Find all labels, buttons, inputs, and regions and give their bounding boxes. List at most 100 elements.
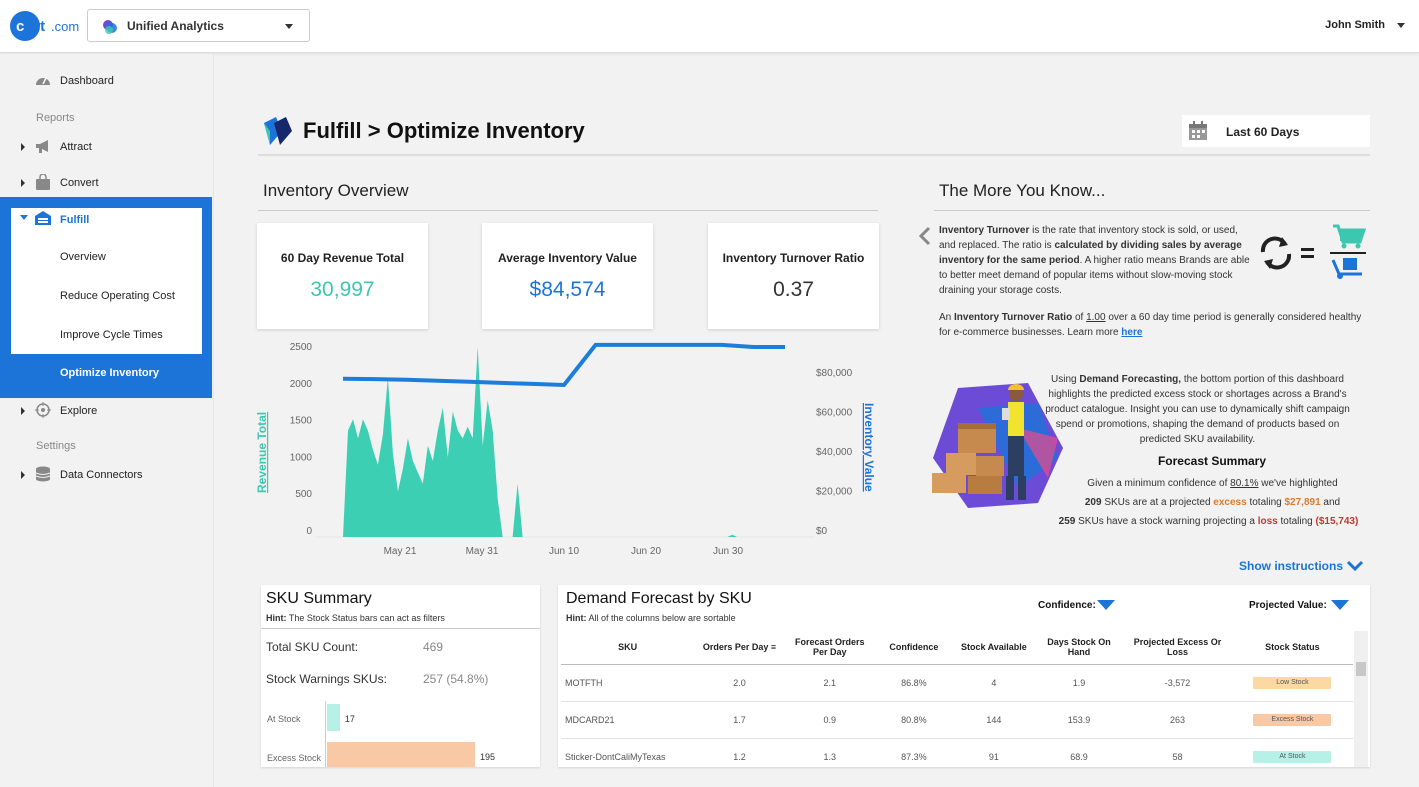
forecast-summary-line-3: 259 SKUs have a stock warning projecting… [1058,516,1359,527]
warehouse-worker-illustration [932,383,1063,508]
stock-available-cell: 4 [952,664,1035,702]
stock-status-cell: Excess Stock [1231,701,1353,739]
forecast-orders-cell: 2.1 [784,664,875,702]
user-name: John Smith [1325,19,1385,31]
table-header-row: SKU Orders Per Day ≡ Forecast Orders Per… [561,631,1353,665]
reports-section-label: Reports [36,112,75,124]
learn-more-link[interactable]: here [1121,327,1143,338]
kpi-value: 30,997 [310,278,375,301]
kpi-value: 0.37 [773,278,814,301]
table-row[interactable]: Sticker-DontCaliMyTexas 1.2 1.3 87.3% 91 68.9… [561,738,1353,767]
top-bar: c art .com Unified Analytics John Smith [0,0,1419,53]
revenue-area [343,347,812,537]
status-bar-excess-stock[interactable] [327,742,475,767]
column-header-sku[interactable]: SKU [561,631,695,665]
y-tick-label: 2000 [290,379,313,390]
sidebar-subitem-optimize-inventory[interactable]: Optimize Inventory [60,367,160,379]
sidebar-subitem-overview[interactable]: Overview [60,251,106,263]
demand-forecast-card: Demand Forecast by SKU Hint: All of the … [558,585,1370,767]
bar-value-at-stock: 17 [344,714,355,724]
projected-cell: 58 [1123,738,1232,767]
kpi-card-revenue: 60 Day Revenue Total 30,997 [257,223,428,329]
projected-value-filter[interactable]: Projected Value: [1249,599,1349,611]
column-header-projected[interactable]: Projected Excess Or Loss [1123,631,1232,665]
stock-status-cell: At Stock [1231,738,1353,767]
caret-right-icon [21,471,25,479]
y-tick-label: 2500 [290,342,313,353]
confidence-cell: 80.8% [874,701,953,739]
chevron-down-icon [285,24,293,29]
kpi-label: 60 Day Revenue Total [280,251,405,265]
chevron-left-icon[interactable] [918,226,932,246]
app-selector[interactable]: Unified Analytics [87,9,310,42]
caret-right-icon [21,179,25,187]
days-stock-cell: 1.9 [1034,664,1124,702]
chevron-down-icon [1397,22,1405,28]
bar-label-at-stock: At Stock [267,714,301,724]
kpi-value: $84,574 [529,278,606,301]
chevron-down-icon [1346,560,1364,572]
status-badge: Low Stock [1253,677,1332,689]
date-range-selector[interactable]: Last 60 Days [1182,115,1370,147]
sidebar-item-fulfill[interactable]: Fulfill [0,197,212,241]
column-header-stock-status[interactable]: Stock Status [1231,631,1353,665]
projected-cell: 263 [1123,701,1232,739]
sidebar-item-data-connectors[interactable]: Data Connectors [0,460,214,490]
kpi-label: Inventory Turnover Ratio [722,251,865,265]
column-header-forecast-orders[interactable]: Forecast Orders Per Day [784,631,875,665]
total-sku-value: 469 [423,640,444,654]
column-header-days-stock[interactable]: Days Stock On Hand [1034,631,1124,665]
warehouse-icon [35,211,51,225]
divider [258,210,878,211]
cart-com-logo[interactable]: c art .com [10,7,80,45]
unified-analytics-icon [103,20,117,34]
days-stock-cell: 68.9 [1034,738,1124,767]
kpi-card-avg-inventory: Average Inventory Value $84,574 [482,223,653,329]
sidebar-item-label: Data Connectors [60,469,143,481]
bar-value-excess-stock: 195 [480,752,496,762]
cart-icon [1333,224,1367,249]
y-tick-label: 1000 [290,452,313,463]
orders-per-day-cell: 2.0 [694,664,785,702]
inventory-value-line [342,342,785,388]
card-hint: Hint: All of the columns below are sorta… [566,613,736,623]
y2-tick-label: $0 [816,526,828,537]
column-header-confidence[interactable]: Confidence [874,631,953,665]
user-menu[interactable]: John Smith [1325,19,1405,31]
show-instructions-button[interactable]: Show instructions [1239,559,1364,573]
x-tick-label: Jun 20 [631,546,661,557]
triangle-down-icon [1330,600,1349,610]
confidence-filter[interactable]: Confidence: [1038,599,1115,611]
column-header-orders-per-day[interactable]: Orders Per Day ≡ [694,631,785,665]
confidence-label: Confidence: [1038,599,1096,611]
sidebar-item-convert[interactable]: Convert [0,168,214,198]
sidebar-item-attract[interactable]: Attract [0,132,214,162]
status-bar-at-stock[interactable] [327,704,340,731]
scrollbar-thumb[interactable] [1356,662,1366,676]
turnover-equation-icon [1260,224,1367,279]
sidebar-item-label: Explore [60,405,98,417]
forecast-orders-cell: 1.3 [784,738,875,767]
sidebar-subitem-improve-cycle-times[interactable]: Improve Cycle Times [60,329,163,341]
sidebar-subitem-reduce-operating-cost[interactable]: Reduce Operating Cost [60,290,175,302]
forecast-summary-title: Forecast Summary [1157,454,1267,468]
projected-cell: -3,572 [1123,664,1232,702]
y2-tick-label: $20,000 [816,487,853,498]
sidebar-item-dashboard[interactable]: Dashboard [0,66,214,96]
show-instructions-label: Show instructions [1239,559,1344,573]
svg-text:.com: .com [51,19,79,34]
y-tick-label: 500 [295,489,312,500]
orders-per-day-cell: 1.2 [694,738,785,767]
column-header-stock-available[interactable]: Stock Available [952,631,1035,665]
projected-value-label: Projected Value: [1249,599,1327,611]
table-row[interactable]: MDCARD21 1.7 0.9 80.8% 144 153.9 263 Excess Sto… [561,701,1353,739]
y2-tick-label: $60,000 [816,408,853,419]
sidebar-item-explore[interactable]: Explore [0,396,214,426]
forecast-orders-cell: 0.9 [784,701,875,739]
bar-label-excess-stock: Excess Stock [267,753,322,763]
card-hint: Hint: The Stock Status bars can act as f… [266,613,445,623]
sidebar-item-label: Fulfill [60,214,90,226]
megaphone-icon [36,140,48,153]
table-row[interactable]: MOTFTH 2.0 2.1 86.8% 4 1.9 -3,572 Low Stock [561,664,1353,702]
table-scrollbar[interactable] [1354,631,1368,767]
